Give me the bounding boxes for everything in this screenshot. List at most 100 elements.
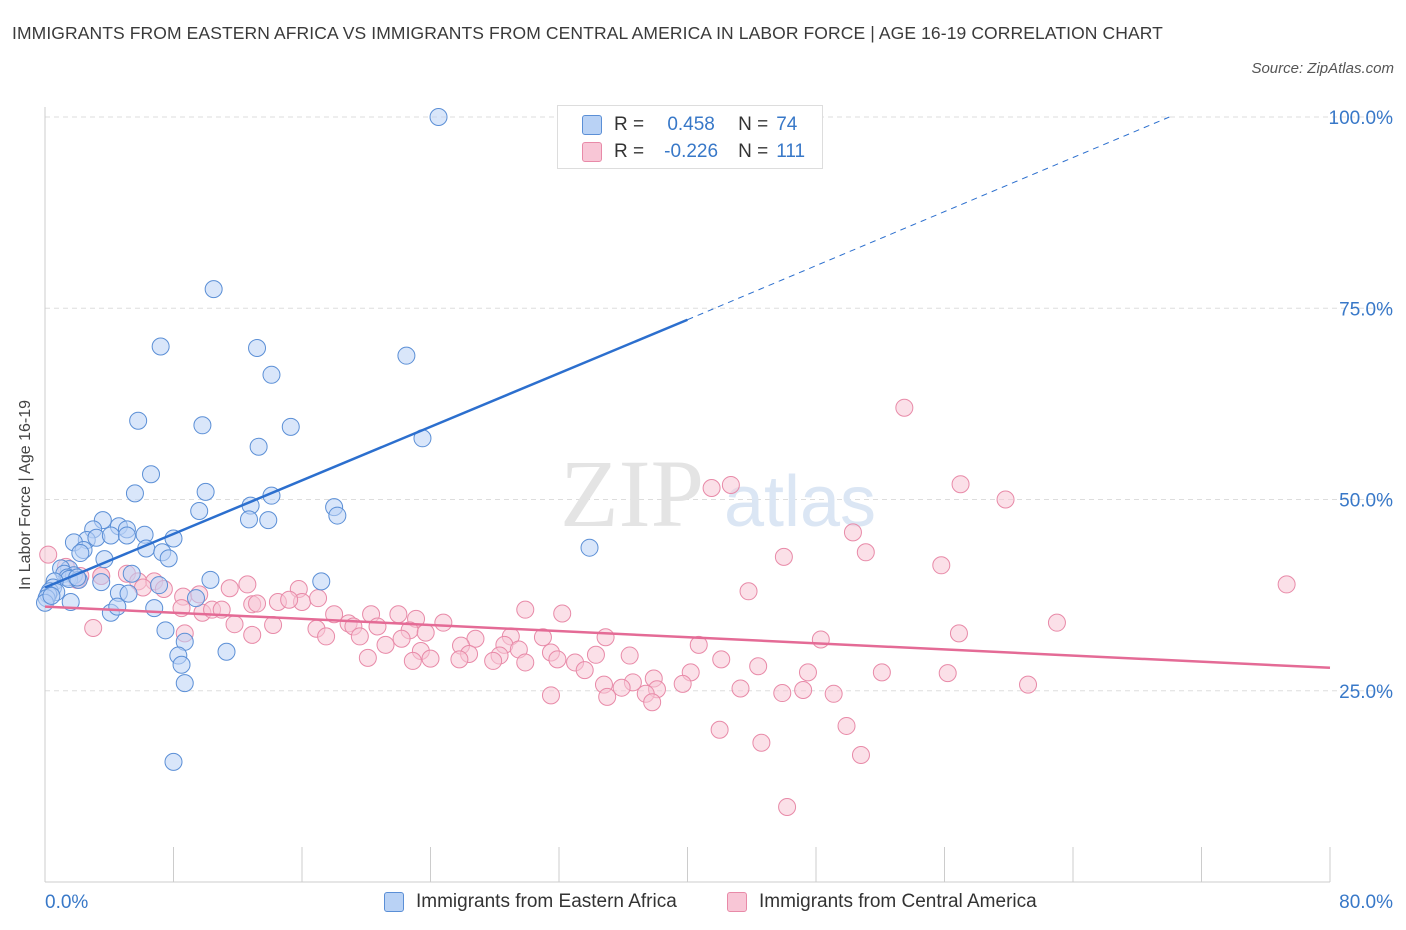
pink-point	[368, 617, 387, 636]
bottom-legend-swatch-blue	[384, 892, 404, 912]
blue-point	[61, 593, 80, 612]
pink-point	[951, 475, 970, 494]
blue-point	[175, 674, 194, 693]
pink-point	[484, 651, 503, 670]
pink-point	[84, 619, 103, 638]
pink-point	[264, 615, 283, 634]
legend-r-label: R =	[614, 141, 645, 162]
blue-point	[156, 621, 175, 640]
blue-point	[190, 501, 209, 520]
bottom-legend-blue: Immigrants from Eastern Africa	[384, 888, 677, 916]
pink-point	[596, 628, 615, 647]
pink-point	[739, 582, 758, 601]
pink-point	[243, 625, 262, 644]
pink-point	[309, 589, 328, 608]
pink-point	[811, 630, 830, 649]
trend-lines	[44, 116, 1331, 670]
blue-point	[262, 365, 281, 384]
pink-point	[794, 680, 813, 699]
pink-point	[39, 545, 58, 564]
legend-r-value-pink: -0.226	[664, 141, 719, 162]
pink-point	[450, 650, 469, 669]
blue-point	[71, 544, 90, 563]
legend-r-value-blue: 0.458	[667, 114, 715, 135]
pink-trend-line	[44, 605, 1331, 670]
pink-point	[466, 629, 485, 648]
pink-point	[350, 627, 369, 646]
pink-point	[612, 678, 631, 697]
legend-n-value-pink: 111	[776, 141, 806, 162]
pink-point	[586, 645, 605, 664]
blue-point	[328, 506, 347, 525]
blue-point	[159, 549, 178, 568]
pink-point	[774, 547, 793, 566]
y-tick-label: 50.0%	[1339, 491, 1393, 512]
y-tick-label: 75.0%	[1339, 299, 1393, 320]
blue-point	[248, 339, 267, 358]
pink-point	[837, 716, 856, 735]
pink-point	[798, 663, 817, 682]
blue-point	[92, 573, 111, 592]
pink-point	[712, 650, 731, 669]
axes	[44, 107, 1331, 883]
blue-point	[125, 484, 144, 503]
pink-point	[516, 600, 535, 619]
blue-point	[259, 511, 278, 530]
blue-point	[101, 526, 120, 545]
pink-point	[403, 651, 422, 670]
legend-swatch-blue	[582, 115, 602, 135]
legend-n-label: N =	[738, 141, 769, 162]
legend-swatch-pink	[582, 142, 602, 162]
pink-point	[225, 615, 244, 634]
pink-point	[752, 733, 771, 752]
blue-point	[429, 108, 448, 126]
blue-trend-line	[44, 318, 688, 589]
blue-point	[217, 642, 236, 661]
pink-point	[749, 657, 768, 676]
pink-point	[721, 475, 740, 494]
pink-point	[872, 663, 891, 682]
pink-series-points	[39, 398, 1296, 817]
pink-point	[673, 674, 692, 693]
blue-point	[193, 416, 212, 435]
pink-point	[358, 648, 377, 667]
pink-point	[280, 590, 299, 609]
y-tick-label: 100.0%	[1329, 108, 1394, 129]
blue-series-points	[36, 108, 599, 771]
pink-point	[376, 635, 395, 654]
pink-point	[434, 613, 453, 632]
blue-point	[42, 586, 61, 605]
pink-point	[248, 594, 267, 613]
blue-point	[201, 570, 220, 589]
pink-point	[710, 720, 729, 739]
blue-point	[108, 597, 127, 616]
legend-n-label: N =	[738, 114, 769, 135]
blue-point	[164, 752, 183, 771]
source-note: Source: ZipAtlas.com	[1251, 60, 1394, 77]
pink-point	[416, 623, 435, 642]
pink-point	[325, 605, 344, 624]
y-tick-label: 25.0%	[1339, 682, 1393, 703]
pink-point	[392, 629, 411, 648]
blue-point	[142, 465, 161, 484]
watermark: ZIP atlas	[560, 440, 876, 547]
blue-point	[117, 526, 136, 545]
pink-point	[541, 686, 560, 705]
blue-point	[281, 417, 300, 436]
blue-point	[397, 346, 416, 365]
blue-point	[580, 538, 599, 557]
x-tick-label: 0.0%	[45, 892, 88, 913]
pink-point	[643, 693, 662, 712]
pink-point	[238, 575, 257, 594]
pink-point	[824, 684, 843, 703]
tick-labels: 25.0% 50.0% 75.0% 100.0% 0.0% 80.0%	[45, 108, 1393, 913]
legend-row-pink: R = -0.226 N = 111	[582, 140, 805, 164]
blue-point	[150, 576, 169, 595]
legend-row-blue: R = 0.458 N = 74	[582, 113, 797, 137]
pink-point	[548, 650, 567, 669]
bottom-legend-label-pink: Immigrants from Central America	[759, 891, 1037, 912]
bottom-legend-pink: Immigrants from Central America	[727, 888, 1037, 916]
pink-point	[851, 746, 870, 765]
blue-point	[119, 584, 138, 603]
blue-point	[172, 655, 191, 674]
